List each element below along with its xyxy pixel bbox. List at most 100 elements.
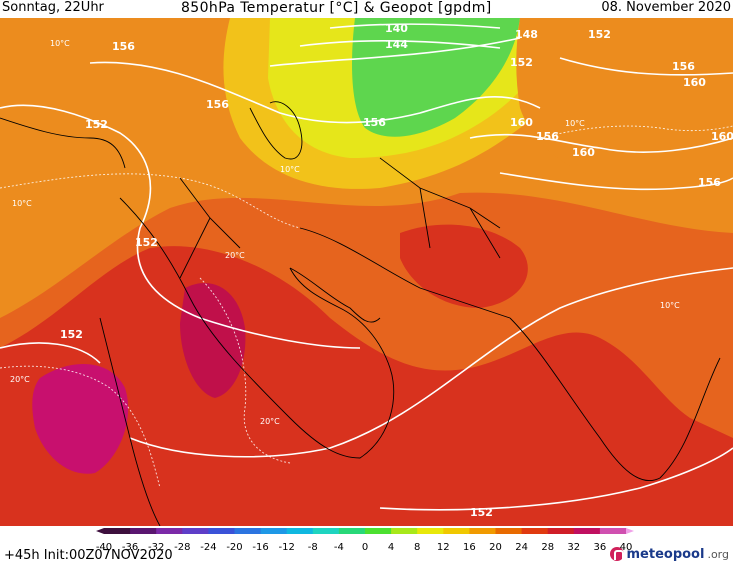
init-time-label: +45h Init:00Z07NOV2020 — [4, 548, 173, 563]
label-152-d: 152 — [470, 506, 493, 519]
isoline-144 — [299, 40, 501, 49]
map-title: 850hPa Temperatur [°C] & Geopot [gpdm] — [181, 0, 492, 16]
colorbar-segment — [469, 528, 496, 534]
colorbar-segment — [521, 528, 549, 534]
colorbar-segment — [182, 528, 209, 534]
colorbar-segment — [391, 528, 418, 534]
colorbar-tick-label: 40 — [620, 542, 633, 553]
colorbar-tick-label: 28 — [541, 542, 554, 553]
colorbar-tick-label: -8 — [308, 542, 318, 553]
temperature-geopotential-map: 140 144 148 152 152 152 152 152 152 156 … — [0, 18, 733, 526]
isoline-156b — [559, 57, 733, 76]
geopotential-contours — [0, 23, 733, 511]
isoline-160b — [499, 172, 733, 191]
temp-label-10-b: 10°C — [12, 199, 32, 208]
label-140: 140 — [385, 22, 408, 35]
temperature-contours — [0, 125, 733, 489]
label-156-a: 156 — [112, 40, 135, 53]
label-160-d: 160 — [711, 130, 733, 143]
label-152-e: 152 — [510, 56, 533, 69]
coastline-redsea — [99, 317, 161, 526]
temp-label-20-a: 20°C — [10, 375, 30, 384]
colorbar-tick-label: -12 — [279, 542, 295, 553]
colorbar-segment — [156, 528, 183, 534]
colorbar-tick-label: 24 — [515, 542, 528, 553]
colorbar-tick-label: 8 — [414, 542, 420, 553]
coastline-mediterranean — [0, 117, 126, 169]
forecast-day-label: Sonntag, 22Uhr — [2, 0, 104, 15]
colorbar-tick-label: 32 — [567, 542, 580, 553]
map-footer: -40 -36 -32 -28 -24 -20 -16 -12 -8 -4 0 4 8 12 16 20 24 2… — [0, 526, 733, 566]
geopot-labels: 140 144 148 152 152 152 152 152 152 156 … — [60, 22, 733, 519]
label-160-c: 160 — [683, 76, 706, 89]
temp-field-green — [352, 18, 520, 137]
colorbar-tick-label: 4 — [388, 542, 394, 553]
logo-tld: .org — [707, 547, 729, 561]
isoline-152c — [129, 267, 733, 458]
colorbar-segment — [130, 528, 157, 534]
meteopool-logo[interactable]: meteopool .org — [609, 545, 729, 563]
temp-field-red-india — [400, 224, 528, 308]
colorbar-segment — [286, 528, 314, 534]
temp-label-20-c: 20°C — [260, 417, 280, 426]
colorbar-segment — [208, 528, 235, 534]
colorbar-tick-label: -16 — [252, 542, 268, 553]
temp-isoline-10 — [0, 173, 301, 229]
isoline-152 — [0, 104, 361, 349]
colorbar-segment — [312, 528, 340, 534]
label-144: 144 — [385, 38, 408, 51]
temp-isoline-20 — [0, 365, 161, 489]
label-156-c: 156 — [363, 116, 386, 129]
colorbar-tick-label: -24 — [200, 542, 216, 553]
label-148: 148 — [515, 28, 538, 41]
coastlines-borders — [0, 101, 721, 526]
colorbar-segment — [260, 528, 288, 534]
label-160-b: 160 — [572, 146, 595, 159]
colorbar-segment — [573, 528, 601, 534]
forecast-date-label: 08. November 2020 — [601, 0, 731, 15]
temp-label-10-c: 10°C — [280, 165, 300, 174]
colorbar-tick-label: 12 — [437, 542, 450, 553]
logo-icon — [609, 547, 624, 561]
colorbar-tick-label: 16 — [463, 542, 476, 553]
temp-field-magenta — [32, 364, 129, 474]
colorbar-segment — [417, 528, 444, 534]
temp-label-10-a: 10°C — [50, 39, 70, 48]
label-156-d: 156 — [672, 60, 695, 73]
colorbar-tick-label: 20 — [489, 542, 502, 553]
temp-field-orange-ne — [516, 18, 733, 208]
colorbar-segment — [495, 528, 523, 534]
isoline-152b — [0, 342, 101, 364]
label-152-f: 152 — [588, 28, 611, 41]
colorbar-segment — [104, 528, 131, 534]
coastline-gulf — [289, 267, 381, 323]
coastline-iran — [299, 227, 511, 319]
colorbar-tick-label: -28 — [174, 542, 190, 553]
coastline-india — [509, 317, 721, 482]
colorbar-tick-label: -36 — [122, 542, 138, 553]
temp-label-10-d: 10°C — [565, 119, 585, 128]
temp-label-10-e: 10°C — [660, 301, 680, 310]
isoline-152d — [379, 447, 733, 511]
border-lines — [179, 157, 501, 279]
isoline-156 — [89, 61, 541, 124]
temperature-colorbar: -40 -36 -32 -28 -24 -20 -16 -12 -8 -4 0 4 8 12 16 20 24 2… — [96, 528, 634, 553]
temp-isoline-20b — [199, 277, 291, 464]
colorbar-tick-label: -20 — [226, 542, 242, 553]
label-156-b: 156 — [206, 98, 229, 111]
temp-label-20-b: 20°C — [225, 251, 245, 260]
colorbar-segment — [599, 528, 627, 534]
isoline-140 — [329, 23, 501, 29]
label-152-b: 152 — [135, 236, 158, 249]
temp-isoline-10ne — [539, 125, 733, 139]
coastline-arabia — [119, 197, 395, 459]
label-156-e: 156 — [536, 130, 559, 143]
colorbar-segment — [338, 528, 366, 534]
temperature-labels: 10°C 10°C 10°C 10°C 10°C 20°C 20°C 20°C — [10, 39, 680, 426]
colorbar-max-arrow — [626, 528, 634, 534]
colorbar-tick-label: -32 — [148, 542, 164, 553]
colorbar-segment — [547, 528, 575, 534]
label-160-a: 160 — [510, 116, 533, 129]
colorbar-tick-label: -4 — [334, 542, 344, 553]
label-152-c: 152 — [60, 328, 83, 341]
